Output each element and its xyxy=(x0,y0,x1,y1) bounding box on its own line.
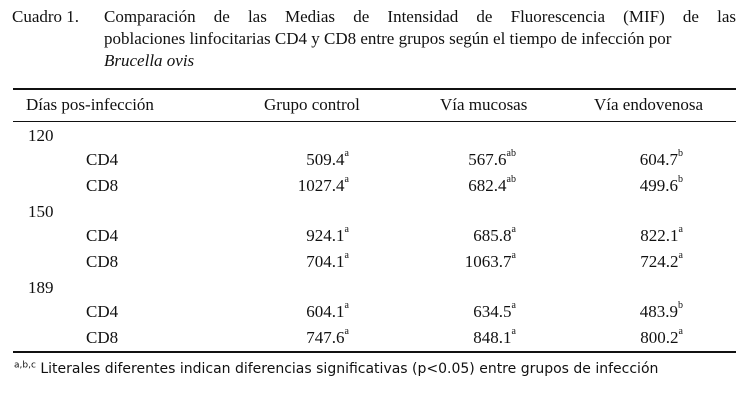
significance-letter: a xyxy=(678,224,683,236)
table-caption: Cuadro 1. Comparación de las Medias de I… xyxy=(12,6,736,72)
value-cell-control: 604.1a xyxy=(306,300,349,322)
row-label-cd8: CD8 xyxy=(86,176,119,195)
significance-letter: a xyxy=(344,174,349,186)
value-cell-intravenous: 822.1a xyxy=(640,224,683,246)
cell-value: 483.9 xyxy=(639,302,678,321)
column-header-mucosal: Vía mucosas xyxy=(440,95,528,114)
cell-value: 822.1 xyxy=(640,226,679,245)
significance-letter: a xyxy=(344,326,349,338)
day-label: 120 xyxy=(28,126,54,145)
significance-letter: a xyxy=(344,250,349,262)
row-label-cd4: CD4 xyxy=(86,302,119,321)
cell-value: 682.4 xyxy=(468,176,507,195)
day-label: 150 xyxy=(28,202,54,221)
significance-letter: a xyxy=(511,224,516,236)
significance-letter: a xyxy=(678,250,683,262)
cell-value: 634.5 xyxy=(473,302,512,321)
value-cell-mucosal: 567.6ab xyxy=(468,148,516,170)
column-header-control: Grupo control xyxy=(264,95,360,114)
cell-value: 1027.4 xyxy=(297,176,345,195)
value-cell-intravenous: 483.9b xyxy=(639,300,683,322)
cell-value: 747.6 xyxy=(306,328,345,347)
column-header-days: Días pos-infección xyxy=(26,95,154,114)
value-cell-intravenous: 724.2a xyxy=(640,250,683,272)
value-cell-control: 747.6a xyxy=(306,326,349,348)
row-label-cd4: CD4 xyxy=(86,150,119,169)
significance-letter: ab xyxy=(506,174,516,186)
column-header-intravenous: Vía endovenosa xyxy=(594,95,704,114)
cell-value: 1063.7 xyxy=(464,252,512,271)
cell-value: 924.1 xyxy=(306,226,345,245)
cell-value: 724.2 xyxy=(640,252,679,271)
significance-letter: b xyxy=(678,148,683,160)
value-cell-intravenous: 604.7b xyxy=(639,148,683,170)
table-footnote: a,b,c Literales diferentes indican difer… xyxy=(14,361,658,377)
cell-value: 604.7 xyxy=(639,150,678,169)
value-cell-mucosal: 685.8a xyxy=(473,224,516,246)
value-cell-intravenous: 499.6b xyxy=(639,174,683,196)
significance-letter: a xyxy=(511,300,516,312)
cell-value: 704.1 xyxy=(306,252,345,271)
significance-letter: b xyxy=(678,174,683,186)
cell-value: 604.1 xyxy=(306,302,345,321)
significance-letter: b xyxy=(678,300,683,312)
caption-line-1: Comparación de las Medias de Intensidad … xyxy=(104,7,736,26)
significance-letter: a xyxy=(678,326,683,338)
value-cell-mucosal: 634.5a xyxy=(473,300,516,322)
significance-letter: a xyxy=(511,250,516,262)
row-label-cd8: CD8 xyxy=(86,328,119,347)
significance-letter: a xyxy=(344,224,349,236)
caption-species: Brucella ovis xyxy=(104,51,195,70)
value-cell-mucosal: 1063.7a xyxy=(464,250,516,272)
cell-value: 800.2 xyxy=(640,328,679,347)
row-label-cd8: CD8 xyxy=(86,252,119,271)
significance-letter: ab xyxy=(506,148,516,160)
day-label: 189 xyxy=(28,278,54,297)
table-header-rule xyxy=(13,121,736,122)
table-bottom-rule xyxy=(13,351,736,353)
value-cell-control: 509.4a xyxy=(306,148,349,170)
cell-value: 848.1 xyxy=(473,328,512,347)
significance-letter: a xyxy=(344,148,349,160)
value-cell-mucosal: 682.4ab xyxy=(468,174,516,196)
cell-value: 685.8 xyxy=(473,226,512,245)
footnote-marks: a,b,c xyxy=(14,360,36,371)
cell-value: 499.6 xyxy=(639,176,678,195)
caption-line-2: poblaciones linfocitarias CD4 y CD8 entr… xyxy=(104,29,672,48)
significance-letter: a xyxy=(511,326,516,338)
value-cell-control: 1027.4a xyxy=(297,174,349,196)
cell-value: 509.4 xyxy=(306,150,345,169)
significance-letter: a xyxy=(344,300,349,312)
caption-number: Cuadro 1. xyxy=(12,7,80,26)
value-cell-control: 704.1a xyxy=(306,250,349,272)
cell-value: 567.6 xyxy=(468,150,507,169)
value-cell-intravenous: 800.2a xyxy=(640,326,683,348)
row-label-cd4: CD4 xyxy=(86,226,119,245)
table-top-rule xyxy=(13,88,736,90)
value-cell-control: 924.1a xyxy=(306,224,349,246)
footnote-text: Literales diferentes indican diferencias… xyxy=(35,361,659,377)
value-cell-mucosal: 848.1a xyxy=(473,326,516,348)
